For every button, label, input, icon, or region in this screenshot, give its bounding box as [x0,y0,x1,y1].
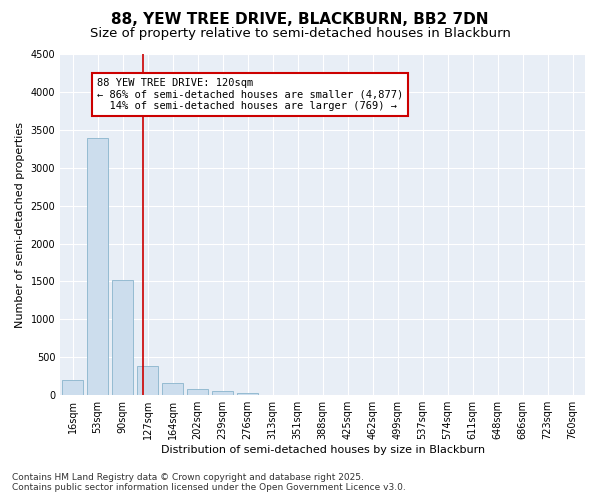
Bar [237,393,258,395]
X-axis label: Distribution of semi-detached houses by size in Blackburn: Distribution of semi-detached houses by … [161,445,485,455]
Bar [162,384,183,395]
Bar [187,389,208,395]
Text: 88, YEW TREE DRIVE, BLACKBURN, BB2 7DN: 88, YEW TREE DRIVE, BLACKBURN, BB2 7DN [111,12,489,28]
Text: 88 YEW TREE DRIVE: 120sqm
← 86% of semi-detached houses are smaller (4,877)
  14: 88 YEW TREE DRIVE: 120sqm ← 86% of semi-… [97,78,403,111]
Bar [87,138,108,395]
Bar [212,392,233,395]
Bar [112,280,133,395]
Text: Contains HM Land Registry data © Crown copyright and database right 2025.
Contai: Contains HM Land Registry data © Crown c… [12,473,406,492]
Text: Size of property relative to semi-detached houses in Blackburn: Size of property relative to semi-detach… [89,28,511,40]
Y-axis label: Number of semi-detached properties: Number of semi-detached properties [15,122,25,328]
Bar [137,366,158,395]
Bar [62,380,83,395]
